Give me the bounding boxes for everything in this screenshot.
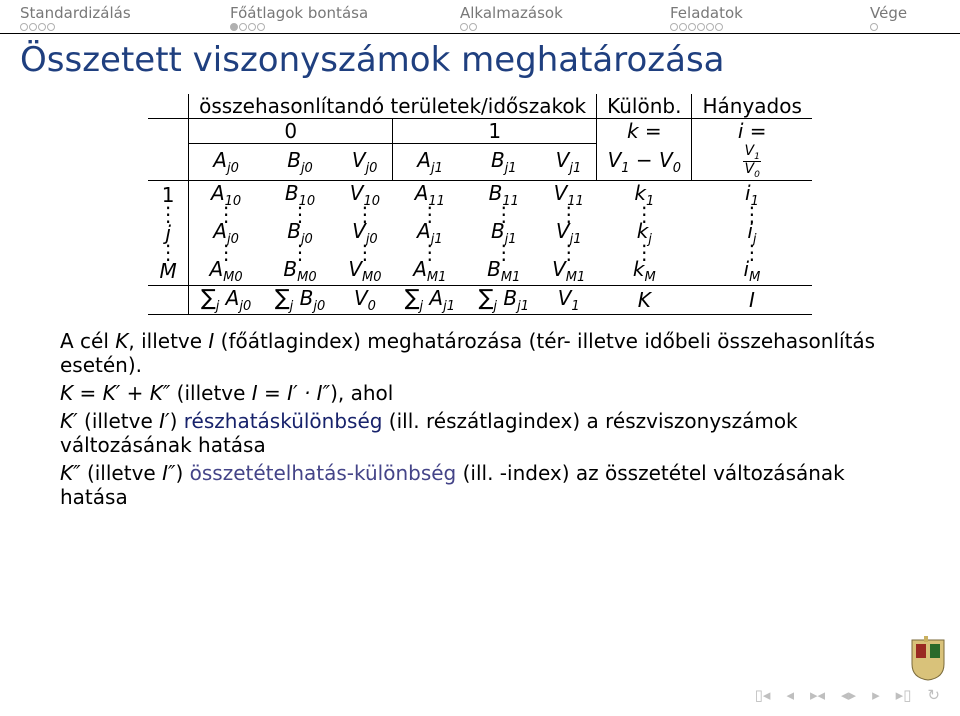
nav-item-alkalmazasok[interactable]: Alkalmazások [460,4,670,31]
nav-dots [870,23,878,31]
nav-item-vege[interactable]: Vége [870,4,940,31]
term-osszetetel: összetételhatás-különbség [190,461,457,485]
crest-icon [910,636,946,682]
hdr-k: k = [597,119,692,144]
nav-dots [670,23,723,31]
nav-label: Vége [870,4,907,22]
nav-label: Alkalmazások [460,4,563,22]
hdr-i: i = [692,119,812,144]
nav-separator [0,33,960,34]
nav-down-icon[interactable]: ◂▸ [841,686,856,704]
table-kulonb: Különb. [597,94,692,119]
hdr-1: 1 [393,119,597,144]
nav-dots [230,23,265,31]
nav-item-feladatok[interactable]: Feladatok [670,4,870,31]
nav-search-icon[interactable]: ↻ [927,686,940,704]
nav-prev-icon[interactable]: ◂ [786,686,794,704]
table-hanyados: Hányados [692,94,812,119]
footer-nav: ▯◂ ◂ ▸◂ ◂▸ ▸ ▸▯ ↻ [755,686,940,704]
para-decomp: K = K′ + K″ (illetve I = I′ · I″), ahol [60,381,900,405]
hdr-0: 0 [189,119,393,144]
data-table: összehasonlítandó területek/időszakok Kü… [148,94,812,315]
term-reszhatas: részhatáskülönbség [184,409,383,433]
slide-body: összehasonlítandó területek/időszakok Kü… [0,94,960,509]
nav-last-icon[interactable]: ▸▯ [896,686,912,704]
nav-label: Standardizálás [20,4,131,22]
table-top-label: összehasonlítandó területek/időszakok [189,94,597,119]
nav-up-icon[interactable]: ▸◂ [810,686,825,704]
nav-item-foatlagok[interactable]: Főátlagok bontása [230,4,460,31]
nav-label: Feladatok [670,4,743,22]
nav-bar: Standardizálás Főátlagok bontása Alkalma… [0,0,960,31]
nav-dots [460,23,477,31]
nav-next-icon[interactable]: ▸ [872,686,880,704]
nav-dots [20,23,55,31]
para-goal: A cél K, illetve I (főátlagindex) meghat… [60,329,900,377]
para-kprime: K′ (illetve I′) részhatáskülönbség (ill.… [60,409,900,457]
page-title: Összetett viszonyszámok meghatározása [20,40,960,80]
nav-first-icon[interactable]: ▯◂ [755,686,771,704]
nav-label: Főátlagok bontása [230,4,368,22]
para-kdblprime: K″ (illetve I″) összetételhatás-különbsé… [60,461,900,509]
body-text: A cél K, illetve I (főátlagindex) meghat… [60,329,900,509]
nav-item-standardizalas[interactable]: Standardizálás [20,4,230,31]
